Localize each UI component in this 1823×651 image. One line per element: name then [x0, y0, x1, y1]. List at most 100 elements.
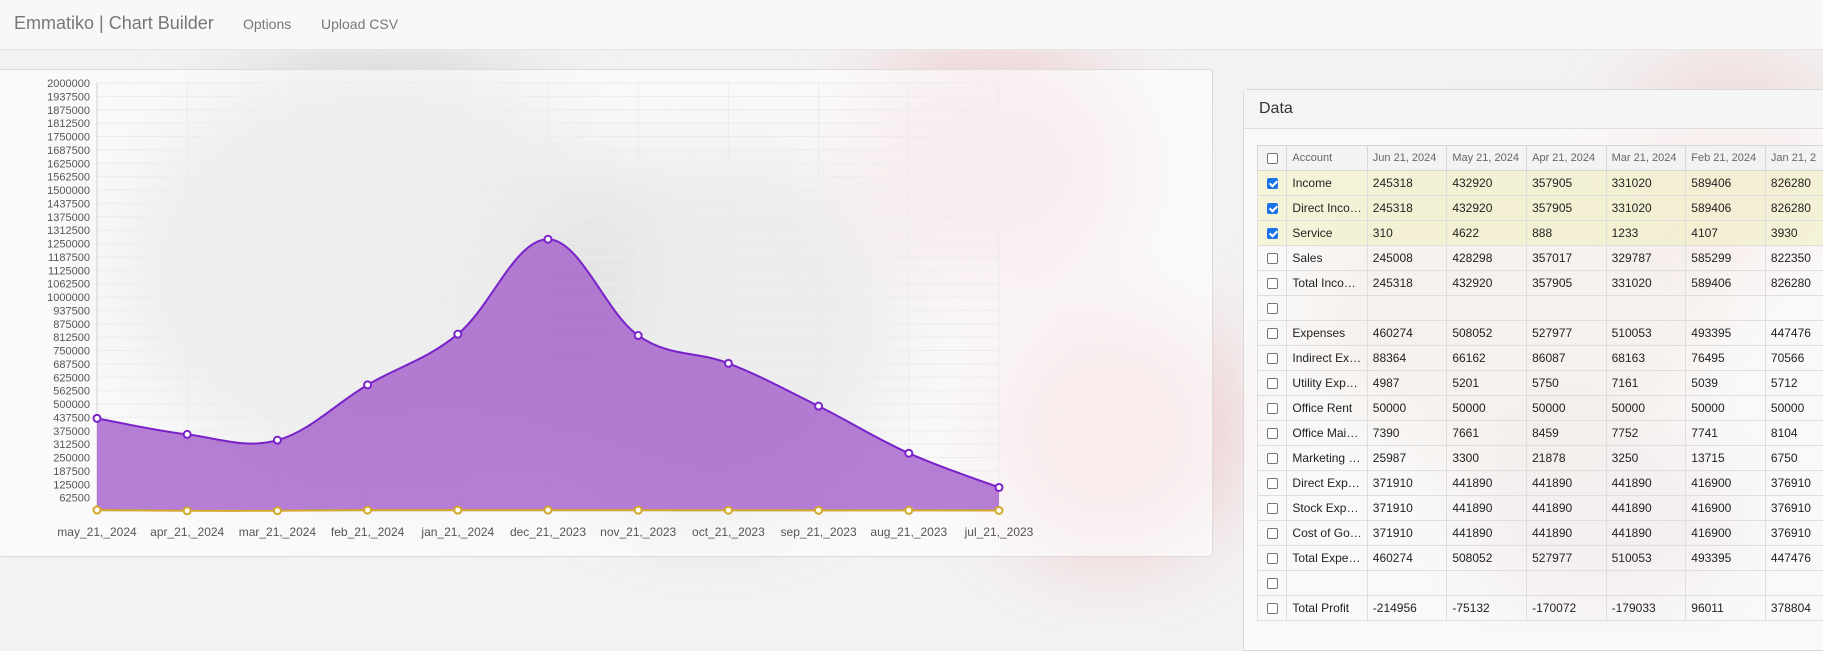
- column-header[interactable]: Jan 21, 2: [1765, 146, 1823, 171]
- account-cell[interactable]: Stock Exp…: [1287, 496, 1367, 521]
- nav-upload-csv-link[interactable]: Upload CSV: [321, 16, 398, 32]
- account-cell[interactable]: Office Rent: [1287, 396, 1367, 421]
- value-cell[interactable]: 4622: [1447, 221, 1527, 246]
- value-cell[interactable]: 7161: [1606, 371, 1686, 396]
- value-cell[interactable]: 3930: [1765, 221, 1823, 246]
- value-cell[interactable]: 585299: [1686, 246, 1766, 271]
- value-cell[interactable]: 50000: [1606, 396, 1686, 421]
- value-cell[interactable]: 508052: [1447, 546, 1527, 571]
- value-cell[interactable]: 4107: [1686, 221, 1766, 246]
- select-all-checkbox-cell[interactable]: [1258, 146, 1287, 171]
- account-cell[interactable]: Total Profit: [1287, 596, 1367, 621]
- account-cell[interactable]: Total Expe…: [1287, 546, 1367, 571]
- value-cell[interactable]: 589406: [1686, 196, 1766, 221]
- data-grid-viewport[interactable]: Account Jun 21, 2024 May 21, 2024 Apr 21…: [1257, 145, 1823, 625]
- value-cell[interactable]: 86087: [1527, 346, 1607, 371]
- value-cell[interactable]: 50000: [1447, 396, 1527, 421]
- value-cell[interactable]: 416900: [1686, 471, 1766, 496]
- value-cell[interactable]: 76495: [1686, 346, 1766, 371]
- value-cell[interactable]: 416900: [1686, 496, 1766, 521]
- row-checkbox-cell[interactable]: [1258, 321, 1287, 346]
- value-cell[interactable]: 245318: [1367, 196, 1447, 221]
- value-cell[interactable]: 888: [1527, 221, 1607, 246]
- row-checkbox-cell[interactable]: [1258, 246, 1287, 271]
- value-cell[interactable]: 826280: [1765, 271, 1823, 296]
- column-header[interactable]: Account: [1287, 146, 1367, 171]
- value-cell[interactable]: 441890: [1606, 471, 1686, 496]
- value-cell[interactable]: 50000: [1686, 396, 1766, 421]
- value-cell[interactable]: 460274: [1367, 321, 1447, 346]
- account-cell[interactable]: Sales: [1287, 246, 1367, 271]
- value-cell[interactable]: 822350: [1765, 246, 1823, 271]
- row-checkbox[interactable]: [1267, 178, 1278, 189]
- value-cell[interactable]: 416900: [1686, 521, 1766, 546]
- value-cell[interactable]: 13715: [1686, 446, 1766, 471]
- row-checkbox[interactable]: [1267, 603, 1278, 614]
- value-cell[interactable]: 378804: [1765, 596, 1823, 621]
- value-cell[interactable]: [1765, 571, 1823, 596]
- value-cell[interactable]: 6750: [1765, 446, 1823, 471]
- value-cell[interactable]: 50000: [1765, 396, 1823, 421]
- value-cell[interactable]: 88364: [1367, 346, 1447, 371]
- value-cell[interactable]: 3250: [1606, 446, 1686, 471]
- value-cell[interactable]: 447476: [1765, 546, 1823, 571]
- value-cell[interactable]: -179033: [1606, 596, 1686, 621]
- row-checkbox-cell[interactable]: [1258, 346, 1287, 371]
- row-checkbox[interactable]: [1267, 428, 1278, 439]
- value-cell[interactable]: 245318: [1367, 271, 1447, 296]
- value-cell[interactable]: 460274: [1367, 546, 1447, 571]
- row-checkbox[interactable]: [1267, 253, 1278, 264]
- account-cell[interactable]: Service: [1287, 221, 1367, 246]
- value-cell[interactable]: 510053: [1606, 546, 1686, 571]
- value-cell[interactable]: 5750: [1527, 371, 1607, 396]
- value-cell[interactable]: 7752: [1606, 421, 1686, 446]
- table-row[interactable]: [1258, 296, 1823, 321]
- row-checkbox-cell[interactable]: [1258, 271, 1287, 296]
- account-cell[interactable]: Cost of Go…: [1287, 521, 1367, 546]
- value-cell[interactable]: 527977: [1527, 321, 1607, 346]
- value-cell[interactable]: 441890: [1606, 521, 1686, 546]
- value-cell[interactable]: 493395: [1686, 546, 1766, 571]
- value-cell[interactable]: 329787: [1606, 246, 1686, 271]
- row-checkbox-cell[interactable]: [1258, 171, 1287, 196]
- value-cell[interactable]: 96011: [1686, 596, 1766, 621]
- value-cell[interactable]: 432920: [1447, 171, 1527, 196]
- value-cell[interactable]: 5039: [1686, 371, 1766, 396]
- value-cell[interactable]: 66162: [1447, 346, 1527, 371]
- value-cell[interactable]: 826280: [1765, 171, 1823, 196]
- row-checkbox[interactable]: [1267, 228, 1278, 239]
- row-checkbox[interactable]: [1267, 203, 1278, 214]
- row-checkbox[interactable]: [1267, 478, 1278, 489]
- value-cell[interactable]: [1447, 296, 1527, 321]
- row-checkbox-cell[interactable]: [1258, 596, 1287, 621]
- value-cell[interactable]: 441890: [1447, 471, 1527, 496]
- account-cell[interactable]: [1287, 296, 1367, 321]
- row-checkbox-cell[interactable]: [1258, 446, 1287, 471]
- row-checkbox[interactable]: [1267, 403, 1278, 414]
- value-cell[interactable]: 371910: [1367, 496, 1447, 521]
- value-cell[interactable]: 447476: [1765, 321, 1823, 346]
- value-cell[interactable]: 493395: [1686, 321, 1766, 346]
- value-cell[interactable]: 25987: [1367, 446, 1447, 471]
- account-cell[interactable]: Income: [1287, 171, 1367, 196]
- value-cell[interactable]: 3300: [1447, 446, 1527, 471]
- row-checkbox-cell[interactable]: [1258, 221, 1287, 246]
- column-header[interactable]: Mar 21, 2024: [1606, 146, 1686, 171]
- value-cell[interactable]: [1527, 571, 1607, 596]
- value-cell[interactable]: 7741: [1686, 421, 1766, 446]
- column-header[interactable]: May 21, 2024: [1447, 146, 1527, 171]
- nav-options-link[interactable]: Options: [243, 16, 291, 32]
- value-cell[interactable]: 826280: [1765, 196, 1823, 221]
- account-cell[interactable]: [1287, 571, 1367, 596]
- value-cell[interactable]: [1686, 571, 1766, 596]
- account-cell[interactable]: Indirect Ex…: [1287, 346, 1367, 371]
